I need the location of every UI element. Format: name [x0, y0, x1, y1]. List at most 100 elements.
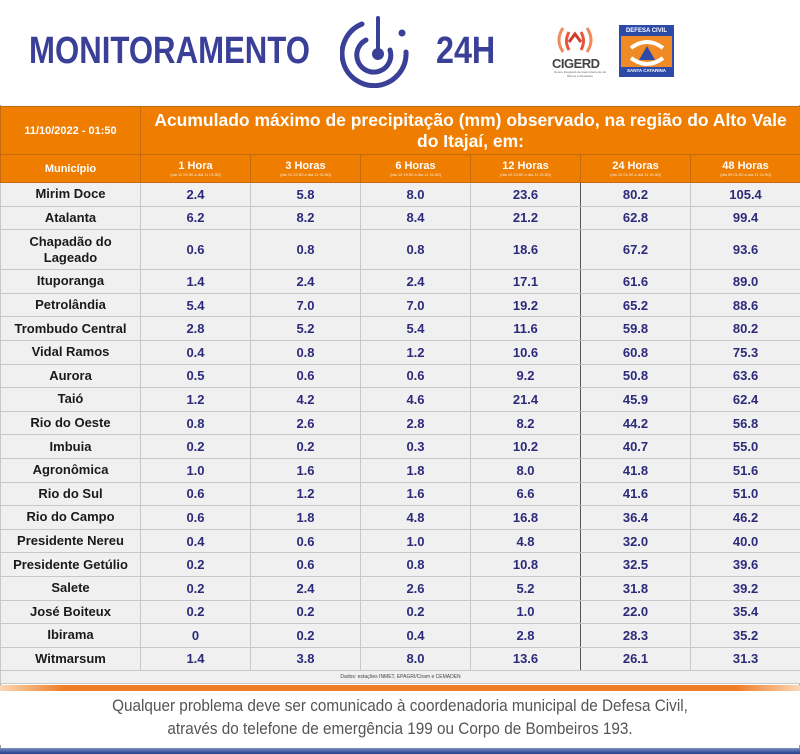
value-cell: 39.2 [689, 575, 800, 601]
defesa-civil-top: DEFESA CIVIL [621, 27, 672, 36]
value-cell: 89.0 [689, 269, 800, 294]
table-row: Ituporanga 1.4 2.4 2.4 17.1 61.6 89.0 [0, 269, 800, 294]
table-row: Aurora 0.5 0.6 0.6 9.2 50.8 63.6 [0, 363, 800, 389]
value-cell: 2.8 [470, 623, 581, 648]
value-cell: 10.2 [470, 434, 581, 459]
table-row: Presidente Nereu 0.4 0.6 1.0 4.8 32.0 40.0 [0, 528, 800, 554]
signal-waves-icon [557, 27, 593, 53]
value-cell: 50.8 [580, 363, 691, 389]
value-cell: 0.5 [140, 363, 251, 389]
value-cell: 0.8 [140, 410, 251, 436]
value-cell: 13.6 [470, 646, 581, 672]
value-cell: 1.4 [140, 646, 251, 672]
value-cell: 1.2 [140, 387, 251, 412]
municipio-cell: Presidente Nereu [0, 528, 141, 554]
value-cell: 1.0 [140, 457, 251, 483]
value-cell: 0.4 [360, 623, 471, 648]
footer-line-1: Qualquer problema deve ser comunicado à … [112, 696, 688, 715]
value-cell: 5.2 [470, 575, 581, 601]
value-cell: 105.4 [689, 182, 800, 207]
table-row: Agronômica 1.0 1.6 1.8 8.0 41.8 51.6 [0, 457, 800, 483]
value-cell: 1.0 [360, 528, 471, 554]
value-cell: 0.2 [250, 623, 361, 648]
table-title: Acumulado máximo de precipitação (mm) ob… [139, 106, 800, 155]
value-cell: 16.8 [470, 505, 581, 530]
value-cell: 8.0 [360, 182, 471, 207]
value-cell: 28.3 [580, 623, 691, 648]
value-cell: 61.6 [580, 269, 691, 294]
value-cell: 0 [140, 623, 251, 648]
value-cell: 2.4 [250, 269, 361, 294]
municipio-cell: José Boiteux [0, 599, 141, 625]
brand-title: MONITORAMENTO [29, 30, 311, 72]
municipio-cell: Petrolândia [0, 292, 141, 318]
table-row: Trombudo Central 2.8 5.2 5.4 11.6 59.8 80.2 [0, 316, 800, 341]
value-cell: 11.6 [470, 316, 581, 341]
col-header-3h: 3 Horas (dia 10 22:50 a dia 11 01:50) [250, 154, 361, 183]
defesa-civil-emblem-icon: DEFESA CIVIL SANTA CATARINA [619, 25, 674, 77]
value-cell: 44.2 [580, 410, 691, 436]
value-cell: 32.0 [580, 528, 691, 554]
value-cell: 60.8 [580, 339, 691, 365]
value-cell: 2.4 [360, 269, 471, 294]
value-cell: 4.8 [470, 528, 581, 554]
value-cell: 80.2 [580, 182, 691, 207]
orange-divider [0, 685, 800, 691]
value-cell: 1.8 [360, 457, 471, 483]
table-row: Rio do Campo 0.6 1.8 4.8 16.8 36.4 46.2 [0, 505, 800, 530]
value-cell: 32.5 [580, 552, 691, 577]
data-source-note: Dados: estações INMET, EPAGRI/Ciram e CE… [0, 670, 800, 685]
table-row: Rio do Sul 0.6 1.2 1.6 6.6 41.6 51.0 [0, 481, 800, 507]
value-cell: 63.6 [689, 363, 800, 389]
value-cell: 2.6 [360, 575, 471, 601]
value-cell: 0.2 [140, 599, 251, 625]
value-cell: 35.2 [689, 623, 800, 648]
header: MONITORAMENTO 24H CIGERD Centro Integrad… [0, 0, 800, 105]
value-cell: 65.2 [580, 292, 691, 318]
table-row: Petrolândia 5.4 7.0 7.0 19.2 65.2 88.6 [0, 292, 800, 318]
table-row: Taió 1.2 4.2 4.6 21.4 45.9 62.4 [0, 387, 800, 412]
value-cell: 19.2 [470, 292, 581, 318]
precipitation-table: 11/10/2022 - 01:50 Acumulado máximo de p… [0, 106, 800, 685]
value-cell: 55.0 [689, 434, 800, 459]
value-cell: 1.2 [250, 481, 361, 507]
value-cell: 0.6 [250, 552, 361, 577]
value-cell: 1.2 [360, 339, 471, 365]
value-cell: 1.8 [250, 505, 361, 530]
value-cell: 8.0 [360, 646, 471, 672]
value-cell: 51.0 [689, 481, 800, 507]
value-cell: 1.4 [140, 269, 251, 294]
value-cell: 40.0 [689, 528, 800, 554]
brand-24h: 24H [436, 30, 496, 72]
value-cell: 0.8 [250, 339, 361, 365]
value-cell: 0.6 [140, 505, 251, 530]
value-cell: 2.6 [250, 410, 361, 436]
municipio-cell: Chapadão do Lageado [0, 229, 141, 271]
value-cell: 23.6 [470, 182, 581, 207]
value-cell: 2.4 [140, 182, 251, 207]
defesa-civil-bottom: SANTA CATARINA [621, 67, 672, 75]
value-cell: 62.4 [689, 387, 800, 412]
defesa-triangle-icon [629, 40, 665, 66]
value-cell: 7.0 [360, 292, 471, 318]
value-cell: 80.2 [689, 316, 800, 341]
municipio-cell: Atalanta [0, 205, 141, 231]
value-cell: 0.3 [360, 434, 471, 459]
value-cell: 75.3 [689, 339, 800, 365]
value-cell: 10.6 [470, 339, 581, 365]
value-cell: 0.2 [140, 434, 251, 459]
municipio-cell: Presidente Getúlio [0, 552, 141, 577]
value-cell: 2.8 [360, 410, 471, 436]
municipio-cell: Trombudo Central [0, 316, 141, 341]
blue-divider [0, 748, 800, 754]
cigerd-logo-subtitle: Centro Integrado de Gerenciamento de Ris… [553, 70, 607, 78]
municipio-cell: Aurora [0, 363, 141, 389]
value-cell: 5.4 [140, 292, 251, 318]
municipio-cell: Ibirama [0, 623, 141, 648]
col-header-12h: 12 Horas (dia 10 13:50 a dia 11 01:50) [470, 154, 581, 183]
table-row: Rio do Oeste 0.8 2.6 2.8 8.2 44.2 56.8 [0, 410, 800, 436]
column-headers: Município 1 Hora (dia 11 00:50 a dia 11 0… [0, 154, 800, 183]
radar-icon [340, 16, 409, 88]
value-cell: 40.7 [580, 434, 691, 459]
value-cell: 0.6 [250, 528, 361, 554]
